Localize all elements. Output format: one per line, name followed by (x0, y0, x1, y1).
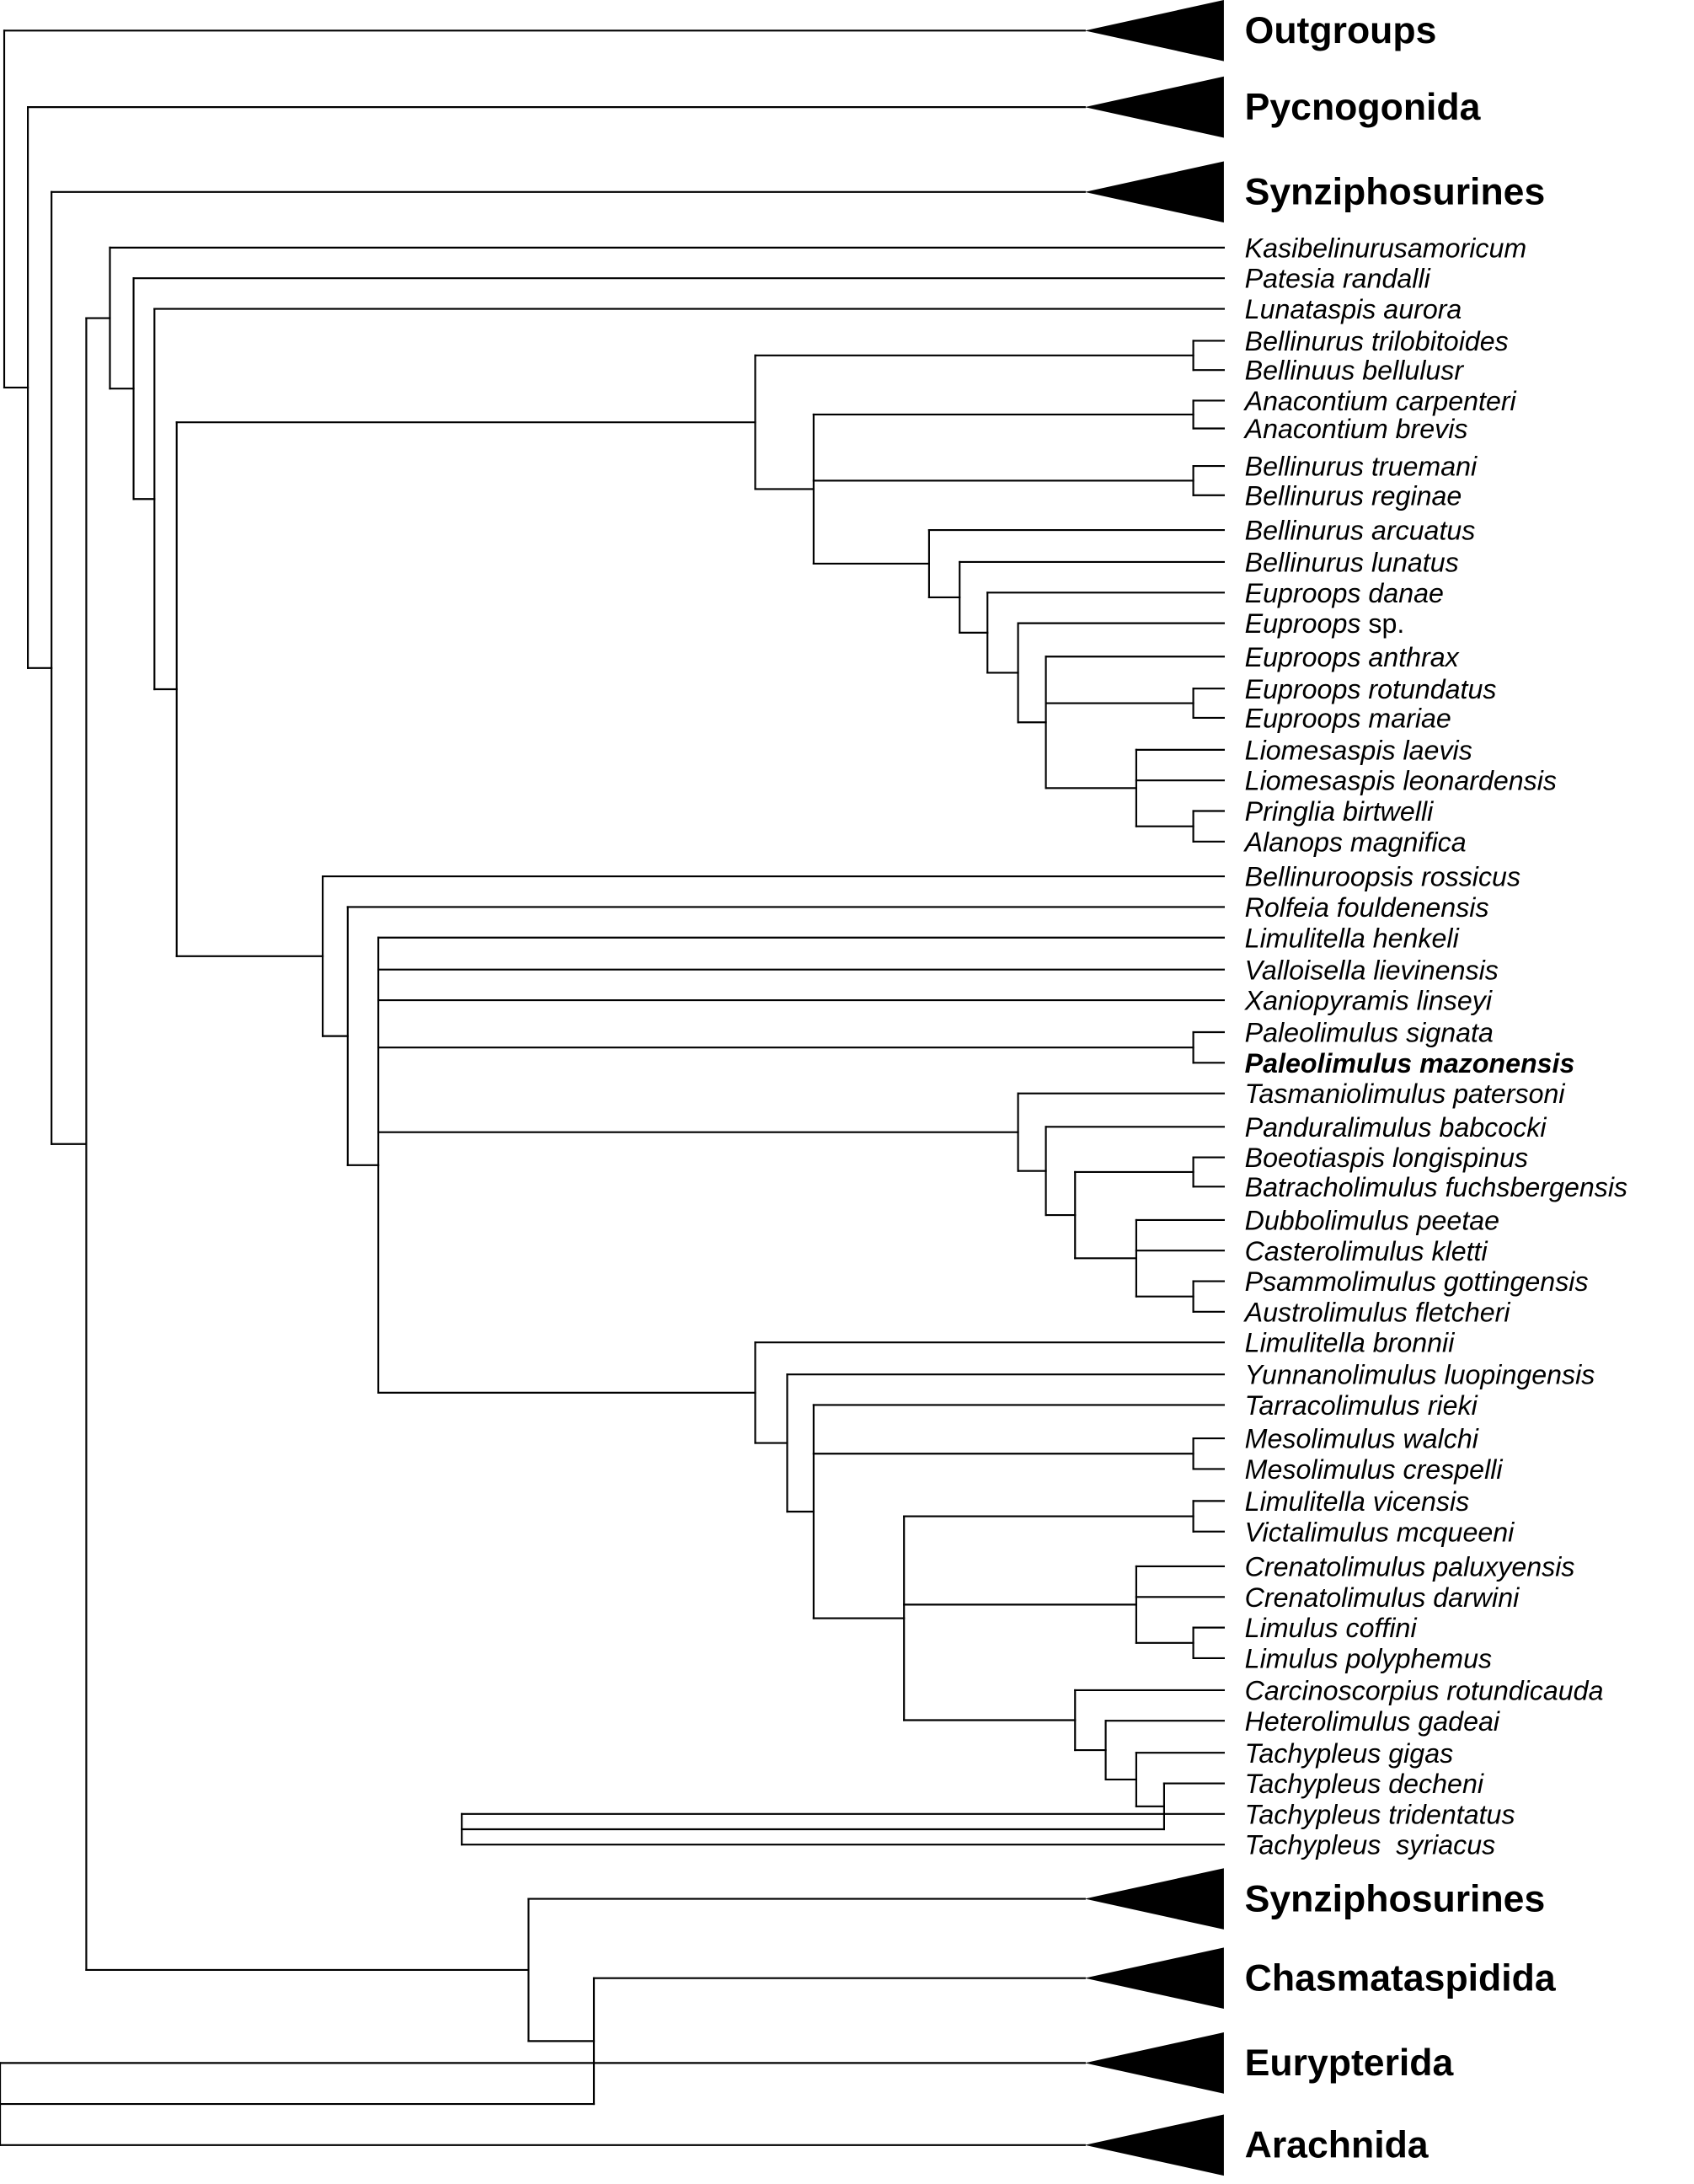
tree-branches (0, 0, 1225, 2176)
taxon-label: Bellinurus lunatus (1245, 548, 1459, 578)
taxon-label: Tachypleus decheni (1245, 1769, 1484, 1799)
taxon-label: Alanops magnifica (1243, 827, 1467, 857)
taxon-label: Euproops sp. (1245, 608, 1405, 639)
taxon-label: Panduralimulus babcocki (1245, 1112, 1547, 1143)
taxon-label: Limulus coffini (1245, 1613, 1418, 1643)
taxon-label: Xaniopyramis linseyi (1244, 986, 1493, 1016)
clade-label: Pycnogonida (1245, 87, 1482, 128)
taxon-label: Carcinoscorpius rotundicauda (1245, 1675, 1604, 1705)
taxon-label: Bellinurus truemani (1245, 452, 1478, 482)
taxon-label: Casterolimulus kletti (1245, 1236, 1488, 1266)
taxon-label: Lunataspis aurora (1245, 294, 1462, 324)
taxon-label: Euproops rotundatus (1245, 674, 1497, 704)
clade-label: Eurypterida (1245, 2042, 1455, 2084)
taxon-label: Psammolimulus gottingensis (1245, 1266, 1589, 1297)
taxon-label: Limulus polyphemus (1245, 1643, 1492, 1673)
collapsed-clade-triangle-icon (1084, 161, 1224, 223)
taxon-label: Tachypleus tridentatus (1245, 1799, 1515, 1829)
collapsed-clade-triangle-icon (1084, 76, 1224, 138)
collapsed-clade-triangle-icon (1084, 2114, 1224, 2176)
taxon-label: Euproops mariae (1245, 703, 1451, 733)
clade-label: Chasmataspidida (1245, 1958, 1557, 1999)
taxon-label: Tarracolimulus rieki (1245, 1390, 1478, 1421)
clade-label: Synziphosurines (1245, 172, 1546, 213)
taxon-label: Limulitella vicensis (1245, 1486, 1470, 1517)
taxon-label: Kasibelinurusamoricum (1245, 233, 1527, 263)
collapsed-clade-triangle-icon (1084, 1868, 1224, 1930)
taxon-label: Bellinuroopsis rossicus (1245, 862, 1520, 892)
taxon-label: Mesolimulus walchi (1245, 1424, 1479, 1454)
taxon-label: Limulitella henkeli (1245, 923, 1460, 953)
taxon-label: Batracholimulus fuchsbergensis (1245, 1172, 1627, 1202)
taxon-label: Bellinurus trilobitoides (1245, 326, 1509, 356)
clade-label: Outgroups (1245, 10, 1437, 51)
taxon-label: Crenatolimulus paluxyensis (1245, 1552, 1575, 1582)
taxon-label: Dubbolimulus peetae (1245, 1205, 1499, 1235)
clade-label: Synziphosurines (1245, 1878, 1546, 1919)
taxon-label: Yunnanolimulus luopingensis (1245, 1360, 1595, 1390)
taxon-label: Pringlia birtwelli (1245, 796, 1434, 827)
taxon-label-suffix: sp. (1360, 608, 1404, 639)
taxon-label: Bellinuus bellulusr (1245, 356, 1465, 386)
taxon-label: Patesia randalli (1245, 264, 1431, 294)
taxon-label: Euproops danae (1245, 578, 1444, 608)
taxon-label: Paleolimulus signata (1245, 1018, 1494, 1048)
taxon-label: Anacontium brevis (1243, 414, 1468, 444)
taxon-label: Austrolimulus fletcheri (1243, 1297, 1511, 1327)
taxon-label: Valloisella lievinensis (1245, 955, 1499, 985)
taxon-label: Heterolimulus gadeai (1245, 1706, 1500, 1737)
taxon-label: Crenatolimulus darwini (1245, 1582, 1520, 1613)
taxon-label: Tachypleus gigas (1245, 1738, 1454, 1769)
collapsed-clade-triangle-icon (1084, 0, 1224, 62)
taxon-labels: Outgroups Pycnogonida Synziphosurines Kasib… (1243, 10, 1627, 2165)
taxon-label: Bellinurus reginae (1245, 480, 1462, 511)
taxon-label: Limulitella bronnii (1245, 1328, 1456, 1358)
taxon-label: Bellinurus arcuatus (1245, 516, 1476, 546)
taxon-label: Anacontium carpenteri (1243, 386, 1517, 416)
taxon-label: Tachypleus syriacus (1245, 1830, 1496, 1860)
taxon-label: Rolfeia fouldenensis (1245, 892, 1489, 923)
taxon-label: Mesolimulus crespelli (1245, 1454, 1504, 1485)
taxon-label: Victalimulus mcqueeni (1245, 1517, 1515, 1547)
taxon-label: Liomesaspis leonardensis (1245, 766, 1557, 796)
taxon-label: Liomesaspis laevis (1245, 735, 1472, 765)
clade-label: Arachnida (1245, 2125, 1429, 2166)
collapsed-clade-triangle-icon (1084, 2032, 1224, 2094)
taxon-label: Boeotiaspis longispinus (1245, 1143, 1528, 1173)
collapsed-clade-triangle-icon (1084, 1947, 1224, 2009)
taxon-label: Tasmaniolimulus patersoni (1245, 1079, 1566, 1109)
taxon-label: Euproops anthrax (1245, 642, 1461, 672)
taxon-label: Paleolimulus mazonensis (1245, 1048, 1575, 1079)
